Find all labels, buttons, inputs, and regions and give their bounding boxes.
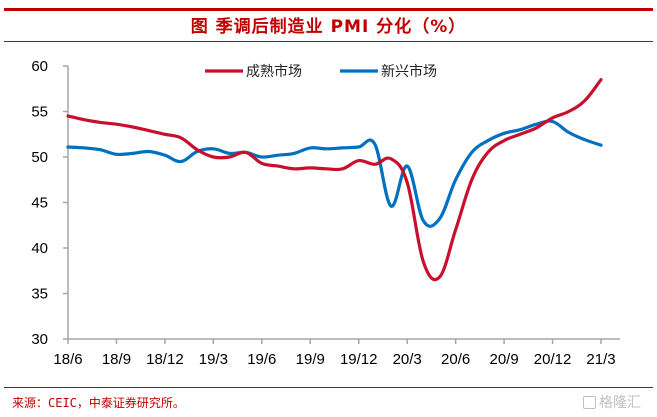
x-tick-label: 19/12 — [340, 351, 378, 368]
source-note: 来源：CEIC，中泰证券研究所。 — [12, 396, 185, 410]
x-tick-label: 18/9 — [102, 351, 131, 368]
legend-item-emerging-markets: 新兴市场 — [340, 63, 437, 80]
x-tick-label: 18/6 — [53, 351, 82, 368]
legend: 成熟市场 新兴市场 — [205, 63, 437, 80]
legend-item-mature-markets: 成熟市场 — [205, 63, 302, 80]
x-tick-label: 21/3 — [586, 351, 615, 368]
series-line-mature-markets — [66, 78, 603, 282]
y-tick-label: 55 — [31, 104, 48, 121]
series-lines — [66, 78, 603, 282]
y-tick-label: 40 — [31, 240, 48, 257]
x-tick-label: 19/9 — [296, 351, 325, 368]
x-tick-label: 20/6 — [441, 351, 470, 368]
legend-label: 新兴市场 — [381, 63, 437, 80]
y-tick-label: 50 — [31, 149, 48, 166]
y-tick-label: 45 — [31, 195, 48, 212]
watermark-text: 格隆汇 — [599, 395, 641, 411]
x-tick-label: 19/6 — [247, 351, 276, 368]
axes: 30 35 40 45 50 55 60 18/6 18/9 18/12 19/3 19/6 19/9 1… — [31, 58, 620, 368]
x-tick-label: 20/3 — [393, 351, 422, 368]
y-tick-label: 60 — [31, 58, 48, 75]
y-tick-label: 35 — [31, 286, 48, 303]
watermark-logo-icon — [583, 395, 596, 409]
legend-label: 成熟市场 — [246, 63, 302, 80]
x-tick-label: 20/9 — [489, 351, 518, 368]
chart-title: 图 季调后制造业 PMI 分化（%） — [190, 17, 467, 37]
x-tick-label: 19/3 — [199, 351, 228, 368]
footer-divider — [4, 387, 653, 388]
series-line-emerging-markets — [66, 119, 603, 228]
x-tick-label: 18/12 — [146, 351, 184, 368]
y-tick-label: 30 — [31, 331, 48, 348]
title-divider — [4, 41, 653, 42]
watermark: 格隆汇 — [583, 392, 641, 412]
top-rule — [4, 8, 653, 11]
x-tick-label: 20/12 — [534, 351, 572, 368]
